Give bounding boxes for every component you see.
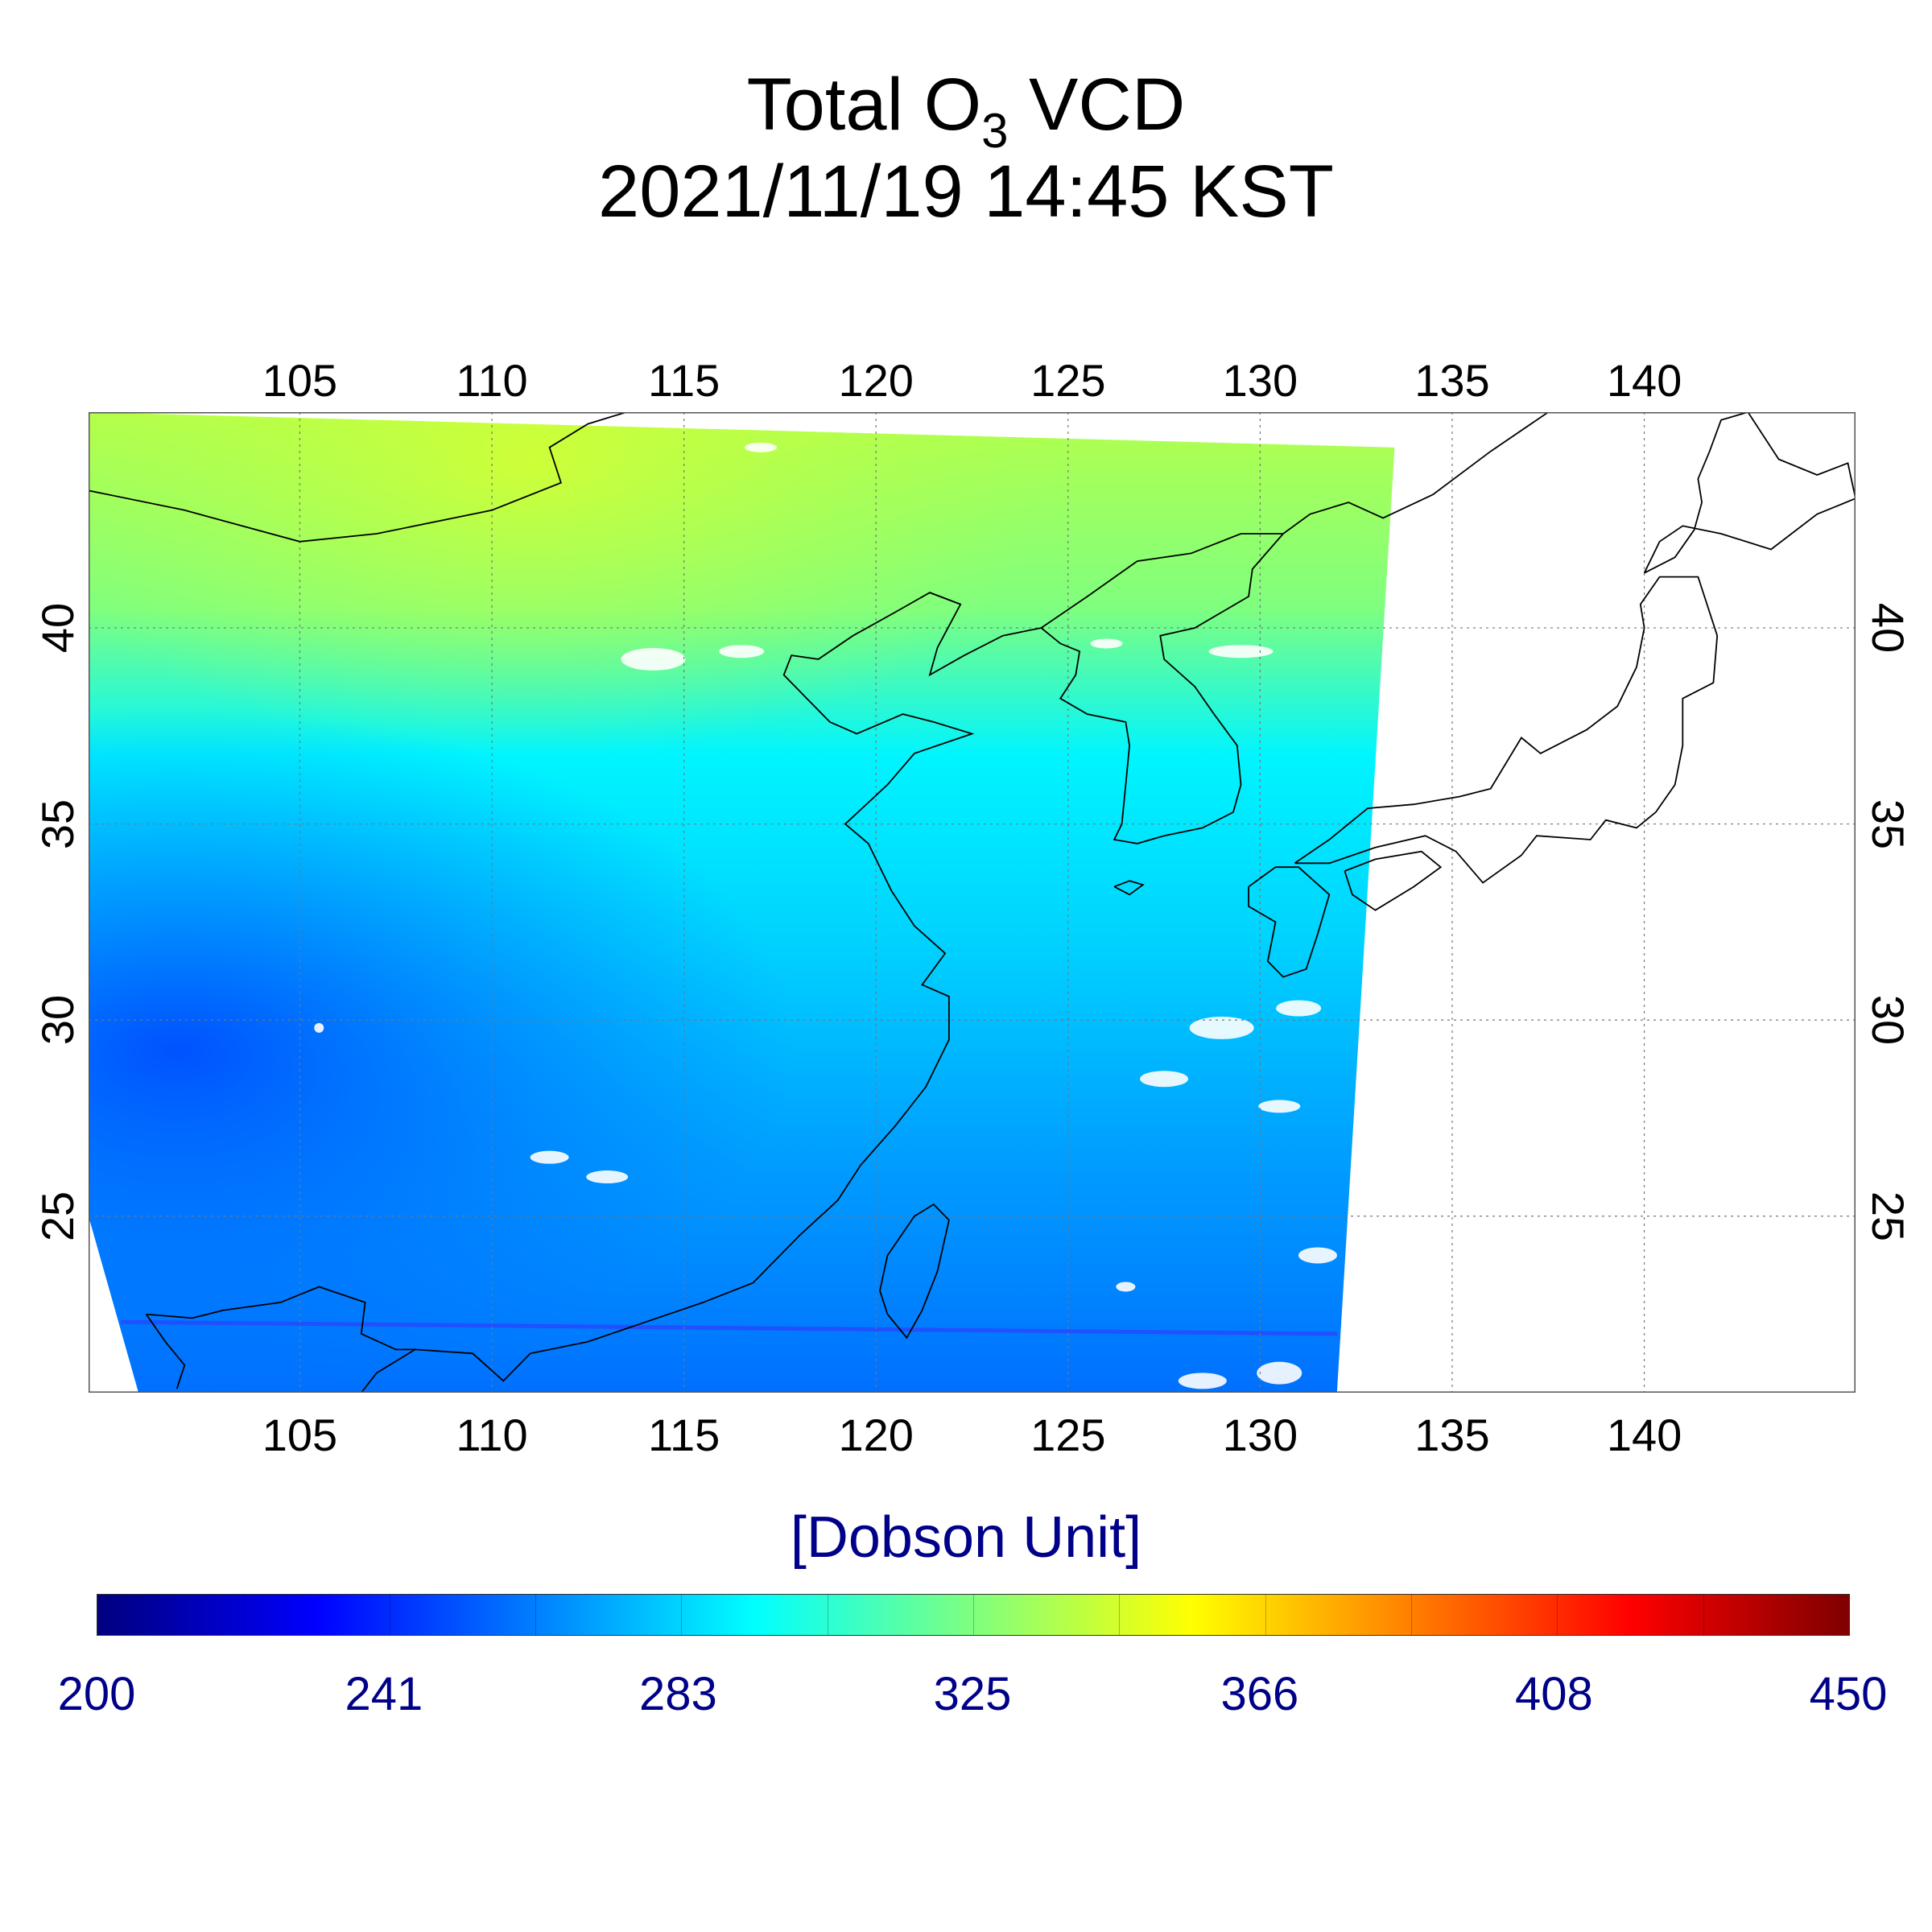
lon-tick-label-top: 135 (1414, 355, 1490, 406)
cloud-gap (1090, 638, 1123, 649)
colorbar (97, 1594, 1850, 1636)
colorbar-segment-divider (973, 1595, 974, 1635)
lon-tick-label-bottom: 120 (838, 1410, 914, 1460)
taiwan (879, 1203, 950, 1340)
cloud-gap (1189, 1016, 1254, 1039)
jeju (1113, 880, 1145, 896)
china-korea-border (1040, 533, 1283, 629)
colorbar-tick-label: 450 (1809, 1668, 1888, 1720)
lon-tick-label-top: 120 (838, 355, 914, 406)
colorbar-unit-label: [Dobson Unit] (790, 1505, 1142, 1570)
lon-tick-label-top: 140 (1606, 355, 1682, 406)
lat-tick-label-right: 40 (1863, 602, 1913, 654)
cloud-gap (1208, 645, 1274, 658)
cloud-gap (745, 442, 778, 452)
cloud-gap (586, 1170, 629, 1184)
cloud-gap (719, 645, 765, 658)
ozone-swath (89, 412, 1395, 1393)
map-plot-area (87, 411, 1857, 1480)
kyushu (1248, 866, 1331, 978)
ozone-map (87, 411, 1857, 1480)
laos-border (145, 1314, 186, 1389)
cloud-gap (1257, 1361, 1302, 1385)
lon-tick-label-bottom: 105 (262, 1410, 338, 1460)
cloud-gap (1116, 1282, 1136, 1292)
colorbar-tick-label: 366 (1220, 1668, 1299, 1720)
lon-tick-label-bottom: 130 (1222, 1410, 1298, 1460)
colorbar-tick-label: 200 (57, 1668, 136, 1720)
title-prefix: Total O (746, 64, 982, 146)
colorbar-segment-divider (1703, 1595, 1704, 1635)
mongolia-border (88, 411, 627, 543)
colorbar-segment-divider (1411, 1595, 1412, 1635)
russia-coast (1282, 411, 1549, 535)
cloud-gap (1140, 1071, 1189, 1088)
honshu (1294, 576, 1719, 884)
lon-tick-label-top: 105 (262, 355, 338, 406)
cloud-gap (1258, 1100, 1301, 1113)
chart-title-line1: Total O3 VCD (0, 64, 1932, 155)
lat-tick-label-right: 30 (1863, 995, 1913, 1046)
cloud-gaps (314, 442, 1337, 1389)
scan-line-artifact (120, 1319, 1337, 1336)
colorbar-segment-divider (535, 1595, 536, 1635)
hokkaido (1643, 411, 1857, 574)
lat-tick-label-left: 35 (32, 799, 83, 849)
chart-title-datetime: 2021/11/19 14:45 KST (598, 151, 1334, 233)
bohai-inner (929, 592, 961, 605)
lat-tick-label-right: 35 (1863, 799, 1913, 849)
colorbar-segment-divider (243, 1595, 245, 1635)
colorbar-tick-label: 241 (345, 1668, 423, 1720)
colorbar-tick-label: 408 (1515, 1668, 1593, 1720)
lon-tick-label-bottom: 140 (1606, 1410, 1682, 1460)
cloud-gap (530, 1150, 569, 1164)
lat-tick-label-left: 40 (32, 602, 83, 654)
colorbar-tick-label: 325 (933, 1668, 1012, 1720)
lat-tick-label-right: 25 (1863, 1191, 1913, 1241)
lon-tick-label-bottom: 115 (647, 1410, 720, 1460)
shikoku (1344, 850, 1443, 911)
cloud-gap (621, 647, 686, 671)
title-suffix: VCD (1008, 64, 1186, 146)
lon-tick-label-top: 115 (647, 355, 720, 406)
cloud-gap (1276, 1000, 1322, 1017)
lon-tick-label-top: 125 (1030, 355, 1106, 406)
lon-tick-label-bottom: 110 (456, 1410, 528, 1460)
china-coast (415, 592, 1042, 1382)
lon-tick-label-top: 110 (456, 355, 528, 406)
lon-tick-label-bottom: 125 (1030, 1410, 1106, 1460)
lat-tick-label-left: 30 (32, 995, 83, 1046)
title-subscript: 3 (981, 104, 1009, 158)
colorbar-segment-divider (1119, 1595, 1121, 1635)
colorbar-segment-divider (681, 1595, 683, 1635)
lat-tick-label-left: 25 (32, 1191, 83, 1241)
cloud-gap (1298, 1247, 1337, 1264)
colorbar-segment-divider (1557, 1595, 1558, 1635)
vietnam-border (146, 1286, 415, 1351)
lat-lon-grid (89, 412, 1856, 1393)
lon-tick-label-top: 130 (1222, 355, 1298, 406)
lon-tick-label-bottom: 135 (1414, 1410, 1490, 1460)
korea-coast (1040, 533, 1284, 844)
cloud-gap (1178, 1373, 1227, 1389)
cloud-gap (314, 1022, 324, 1033)
colorbar-segment-divider (1265, 1595, 1266, 1635)
colorbar-tick-label: 283 (639, 1668, 717, 1720)
